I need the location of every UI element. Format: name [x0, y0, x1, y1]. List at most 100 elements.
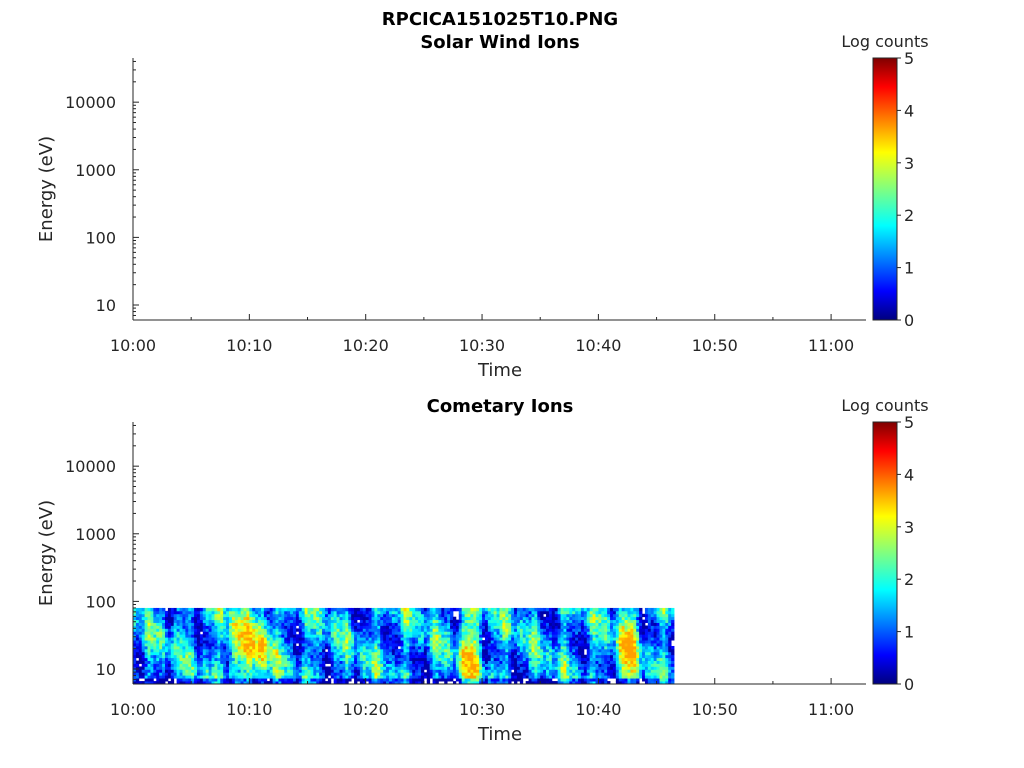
heatmap-cell	[557, 616, 561, 621]
heatmap-cell	[400, 607, 404, 612]
heatmap-cell	[412, 672, 416, 676]
heatmap-cell	[441, 654, 445, 659]
heatmap-cell	[450, 666, 454, 670]
heatmap-cell	[557, 645, 561, 650]
heatmap-cell	[196, 660, 201, 664]
heatmap-cell	[316, 645, 320, 650]
heatmap-cell	[345, 640, 349, 644]
heatmap-cell	[595, 651, 599, 656]
heatmap-cell	[578, 657, 582, 661]
heatmap-cell	[144, 654, 148, 659]
heatmap-cell	[642, 640, 646, 644]
heatmap-cell	[540, 651, 544, 656]
heatmap-cell	[319, 672, 323, 676]
heatmap-cell	[607, 645, 611, 650]
heatmap-cell	[333, 631, 338, 635]
heatmap-cell	[284, 619, 288, 623]
heatmap-cell	[546, 648, 550, 653]
heatmap-cell	[418, 628, 422, 632]
heatmap-cell	[377, 660, 381, 664]
heatmap-cell	[505, 607, 509, 612]
heatmap-cell	[601, 666, 605, 670]
heatmap-cell	[144, 637, 148, 641]
heatmap-cell	[450, 654, 454, 659]
heatmap-cell	[409, 610, 413, 615]
heatmap-cell	[665, 678, 669, 682]
heatmap-cell	[557, 681, 561, 685]
heatmap-cell	[659, 648, 663, 653]
heatmap-cell	[354, 678, 358, 682]
heatmap-cell	[650, 631, 655, 635]
heatmap-cell	[554, 628, 559, 632]
heatmap-cell	[240, 607, 244, 612]
heatmap-cell	[642, 651, 646, 656]
heatmap-cell	[322, 616, 326, 621]
heatmap-cell	[551, 616, 556, 621]
heatmap-cell	[144, 619, 148, 623]
heatmap-cell	[307, 657, 311, 661]
heatmap-cell	[185, 622, 189, 626]
heatmap-cell	[362, 660, 367, 664]
heatmap-cell	[534, 616, 538, 621]
heatmap-cell	[266, 610, 271, 615]
heatmap-cell	[368, 628, 372, 632]
heatmap-cell	[269, 651, 274, 656]
heatmap-cell	[560, 660, 564, 664]
heatmap-cell	[263, 663, 268, 667]
heatmap-cell	[528, 672, 532, 676]
heatmap-cell	[624, 669, 628, 673]
heatmap-cell	[595, 660, 599, 664]
heatmap-cell	[330, 660, 335, 664]
heatmap-cell	[470, 672, 474, 676]
heatmap-cell	[345, 631, 349, 635]
heatmap-cell	[144, 678, 148, 682]
heatmap-cell	[144, 648, 148, 653]
heatmap-cell	[342, 625, 346, 629]
heatmap-cell	[534, 666, 538, 670]
heatmap-cell	[304, 651, 308, 656]
heatmap-cell	[269, 610, 274, 615]
heatmap-cell	[237, 610, 242, 615]
heatmap-cell	[391, 613, 396, 618]
heatmap-cell	[269, 648, 274, 653]
heatmap-cell	[633, 631, 637, 635]
heatmap-cell	[223, 634, 227, 638]
heatmap-cell	[534, 643, 538, 647]
heatmap-cell	[351, 675, 355, 679]
heatmap-cell	[167, 672, 172, 676]
heatmap-cell	[228, 645, 233, 650]
heatmap-cell	[330, 640, 335, 644]
heatmap-cell	[167, 645, 172, 650]
heatmap-cell	[423, 660, 428, 664]
heatmap-cell	[525, 619, 529, 623]
heatmap-cell	[188, 663, 192, 667]
heatmap-cell	[348, 634, 352, 638]
solar-wind-x-ticks: 10:00 10:10 10:20 10:30 10:40 10:50 11:00	[110, 314, 854, 355]
heatmap-cell	[630, 613, 634, 618]
solar-wind-plot-area	[133, 58, 866, 320]
heatmap-cell	[656, 613, 660, 618]
heatmap-cell	[199, 634, 204, 638]
heatmap-cell	[450, 669, 454, 673]
heatmap-cell	[162, 637, 166, 641]
heatmap-cell	[322, 625, 326, 629]
heatmap-cell	[162, 654, 166, 659]
heatmap-cell	[263, 625, 268, 629]
heatmap-cell	[642, 625, 646, 629]
heatmap-cell	[566, 622, 570, 626]
heatmap-cell	[275, 681, 279, 685]
heatmap-cell	[316, 628, 320, 632]
heatmap-cell	[522, 643, 527, 647]
heatmap-cell	[580, 672, 585, 676]
heatmap-cell	[493, 628, 497, 632]
heatmap-cell	[228, 654, 233, 659]
heatmap-cell	[284, 625, 288, 629]
heatmap-cell	[429, 663, 433, 667]
heatmap-cell	[386, 640, 390, 644]
heatmap-cell	[444, 610, 448, 615]
heatmap-cell	[383, 640, 387, 644]
heatmap-cell	[333, 675, 338, 679]
heatmap-cell	[191, 681, 195, 685]
heatmap-cell	[234, 643, 239, 647]
heatmap-cell	[484, 657, 489, 661]
